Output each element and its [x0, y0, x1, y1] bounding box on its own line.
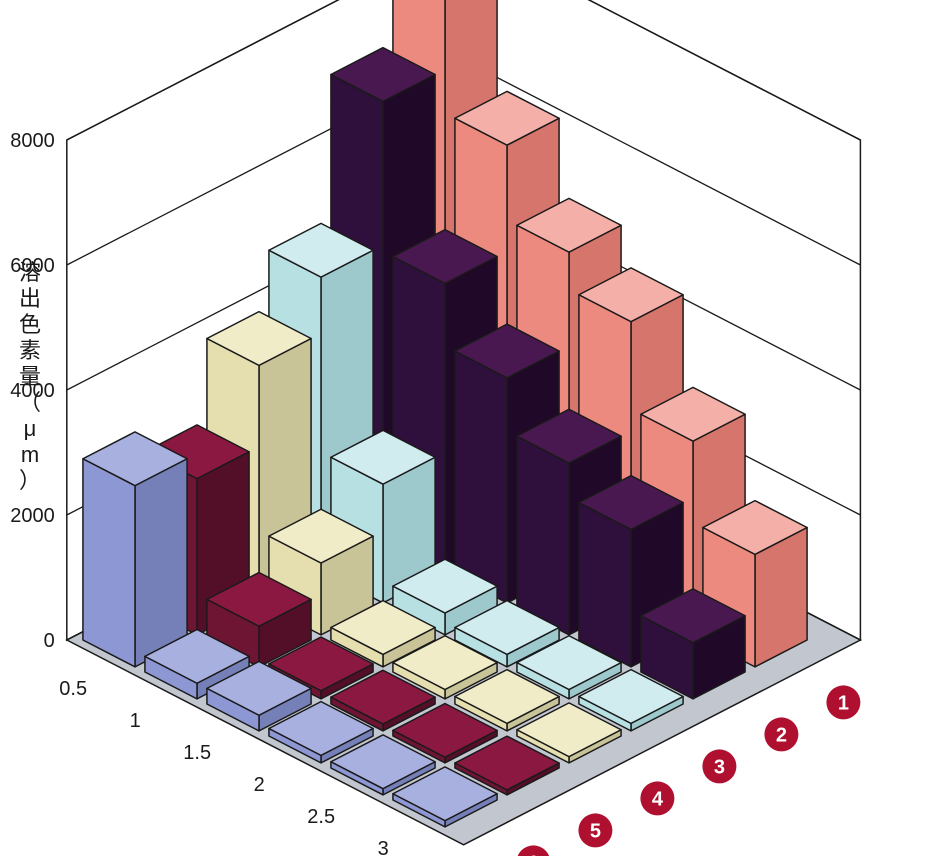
y-axis-title-char: 素	[19, 338, 41, 363]
y-axis-title-char: m	[21, 442, 39, 467]
x-tick-label: 2	[254, 774, 265, 796]
series-badge-label: 4	[652, 788, 664, 810]
x-tick-label: 3	[378, 838, 389, 856]
y-tick-label: 0	[44, 630, 55, 652]
bar3d-chart: 02000400060008000溶出色素量（μm）0.511.522.5312…	[0, 0, 931, 856]
y-axis-title-char: （	[19, 390, 41, 415]
x-tick-label: 0.5	[59, 678, 87, 700]
y-tick-label: 8000	[10, 130, 55, 152]
y-axis-title-char: 出	[19, 286, 41, 311]
series-badge-label: 3	[714, 756, 725, 778]
y-axis-title-char: 量	[19, 364, 41, 389]
x-tick-label: 2.5	[307, 806, 335, 828]
series-badge-label: 5	[590, 820, 601, 842]
bar	[83, 432, 187, 667]
y-axis-title-char: 溶	[19, 260, 41, 285]
x-tick-label: 1	[130, 710, 141, 732]
series-badge-label: 1	[838, 692, 849, 714]
y-tick-label: 2000	[10, 505, 55, 527]
series-badge-label: 2	[776, 724, 787, 746]
y-axis-title-char: ）	[19, 468, 41, 493]
y-axis-title-char: 色	[19, 312, 41, 337]
y-axis-title-char: μ	[24, 416, 37, 441]
series-badge-label: 6	[528, 852, 539, 856]
x-tick-label: 1.5	[183, 742, 211, 764]
